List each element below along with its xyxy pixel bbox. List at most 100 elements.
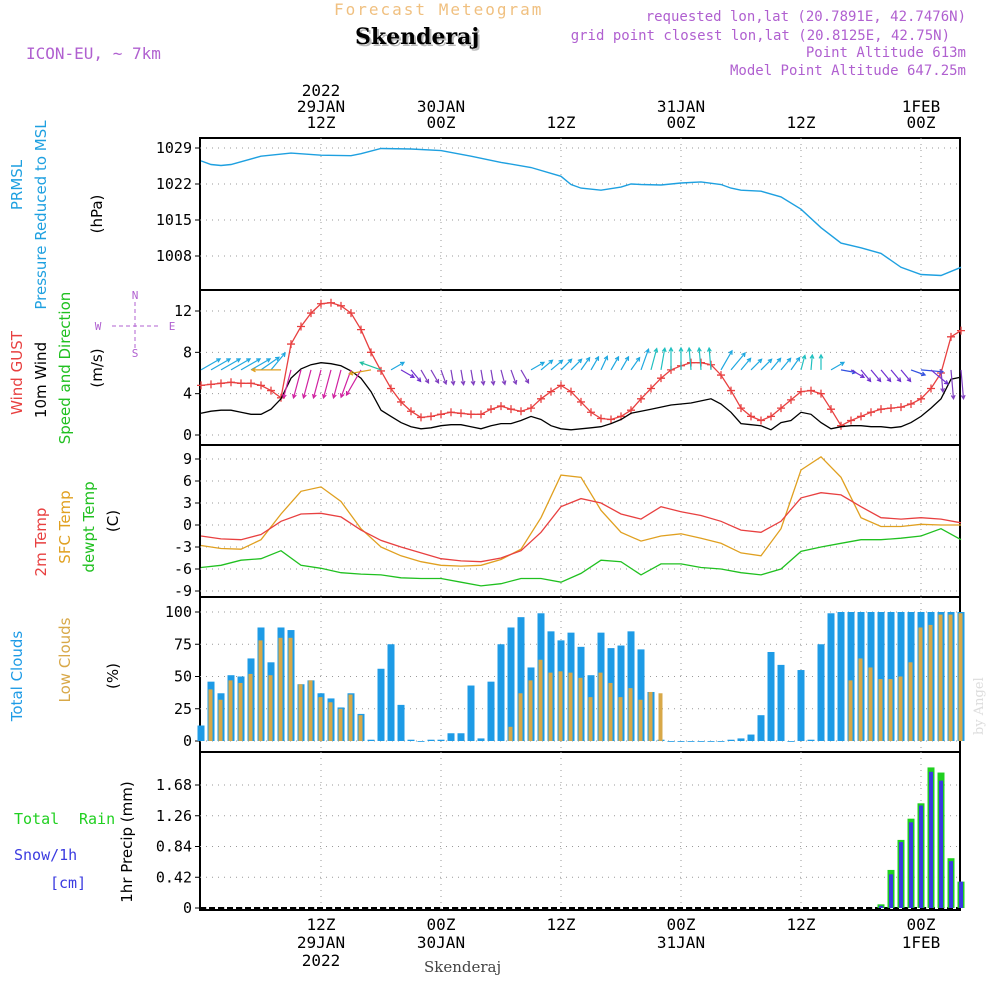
y-tick-label: 0.84 — [156, 838, 192, 856]
total-clouds-bar — [737, 738, 745, 741]
wind-unit-label: (m/s) — [88, 348, 106, 387]
low-clouds-bar — [328, 702, 333, 741]
wind-gust-marker — [527, 404, 535, 413]
low-clouds-bar — [268, 675, 273, 741]
total-clouds-bar — [767, 651, 775, 741]
wind-direction-arrow — [850, 369, 866, 379]
wind-direction-arrow — [706, 346, 712, 370]
low-clouds-bar — [528, 680, 533, 741]
wind-direction-arrow — [260, 356, 281, 371]
time-label-bottom: 31JAN — [657, 933, 705, 952]
y-tick-label: 9 — [183, 450, 192, 468]
time-label-bottom: 12Z — [547, 915, 576, 934]
wind-gust-marker — [467, 410, 475, 419]
y-tick-label: 6 — [183, 472, 192, 490]
wind-gust-marker — [857, 412, 865, 421]
wind-gust-marker — [347, 309, 355, 318]
wind-gust-marker — [207, 380, 215, 389]
low-clouds-bar — [658, 693, 663, 741]
location-title: Skenderaj — [355, 24, 480, 50]
wind-direction-arrow — [230, 358, 252, 371]
wind-direction-arrow — [740, 357, 752, 371]
wind-gust-marker — [507, 405, 515, 414]
wind-direction-arrow — [410, 369, 422, 383]
wind-direction-arrow — [550, 359, 564, 371]
snow-bar — [899, 842, 903, 908]
wind-gust-marker — [877, 405, 885, 414]
y-tick-label: -6 — [174, 560, 192, 578]
total-clouds-bar — [817, 644, 825, 741]
snow-bar — [929, 771, 933, 908]
compass-n: N — [132, 289, 139, 302]
wind-10m-label: 10m Wind — [32, 342, 50, 418]
total-clouds-bar — [477, 738, 485, 741]
y-tick-label: 25 — [174, 700, 192, 718]
total-clouds-bar — [677, 741, 685, 742]
wind-direction-arrow — [400, 369, 416, 379]
wind-direction-arrow — [302, 369, 312, 400]
wind-gust-marker — [927, 384, 935, 393]
time-label-top: 29JAN — [297, 97, 345, 116]
total-clouds-bar — [407, 739, 415, 741]
wind-direction-arrow — [500, 369, 507, 386]
low-clouds-bar — [918, 627, 923, 741]
model-altitude: Model Point Altitude 647.25m — [729, 63, 966, 79]
clouds-unit-label: (%) — [104, 663, 122, 689]
model-label: ICON-EU, ~ 7km — [26, 44, 161, 63]
top-title: Forecast Meteogram — [334, 0, 544, 19]
wind-direction-arrow — [696, 346, 702, 370]
snow-bar — [919, 805, 923, 908]
wind-direction-arrow — [570, 358, 583, 371]
wind-direction-arrow — [610, 355, 620, 371]
total-clouds-bar — [367, 739, 375, 741]
wind-direction-arrow — [250, 367, 281, 373]
wind-direction-arrow — [560, 358, 573, 371]
low-clouds-bar — [248, 673, 253, 741]
y-tick-label: 1029 — [156, 139, 192, 157]
total-clouds-bar — [497, 644, 505, 741]
wind-direction-arrow — [760, 358, 773, 371]
dewpt-line — [200, 527, 962, 587]
wind-gust-marker — [437, 410, 445, 419]
low-clouds-bar — [568, 672, 573, 741]
low-clouds-bar — [628, 688, 633, 741]
panel-frame-pressure — [199, 137, 961, 291]
total-clouds-bar — [467, 685, 475, 741]
wind-direction-arrow — [940, 369, 946, 394]
y-tick-label: -3 — [174, 538, 192, 556]
total-clouds-bar — [887, 612, 895, 741]
compass-e: E — [169, 320, 176, 333]
wind-gust-marker — [797, 387, 805, 396]
wind-gust-marker — [757, 416, 765, 425]
y-tick-label: 0 — [183, 516, 192, 534]
wind-gust-marker — [637, 394, 645, 403]
wind-direction-arrow — [800, 354, 807, 371]
requested-coords: requested lon,lat (20.7891E, 42.7476N) — [645, 9, 966, 25]
wind-direction-arrow — [359, 361, 382, 371]
y-tick-label: 100 — [165, 603, 192, 621]
y-tick-label: 8 — [183, 343, 192, 361]
total-clouds-bar — [837, 612, 845, 741]
low-clouds-bar — [348, 694, 353, 741]
wind-gust-marker — [227, 378, 235, 387]
point-altitude: Point Altitude 613m — [805, 45, 966, 61]
pressure-msl-label: Pressure Reduced to MSL — [32, 120, 50, 310]
wind-gust-marker — [237, 379, 245, 388]
wind-direction-arrow — [870, 369, 882, 383]
wind-gust-marker — [407, 407, 415, 416]
grid-point-coords: grid point closest lon,lat (20.8125E, 42… — [570, 28, 950, 44]
total-clouds-bar — [637, 649, 645, 741]
wind-gust-marker — [267, 386, 275, 395]
time-label-bottom: 12Z — [787, 915, 816, 934]
low-clouds-bar — [288, 637, 293, 741]
prmsl-label: PRMSL — [8, 159, 26, 210]
wind-direction-arrow — [460, 369, 466, 386]
low-clouds-bar — [208, 689, 213, 741]
compass-s: S — [132, 347, 139, 360]
wind-gust-marker — [727, 386, 735, 395]
panel-frame-precipitation — [199, 751, 961, 911]
total-clouds-bar — [807, 739, 815, 741]
low-clouds-bar — [928, 624, 933, 741]
y-tick-label: 0 — [183, 899, 192, 917]
